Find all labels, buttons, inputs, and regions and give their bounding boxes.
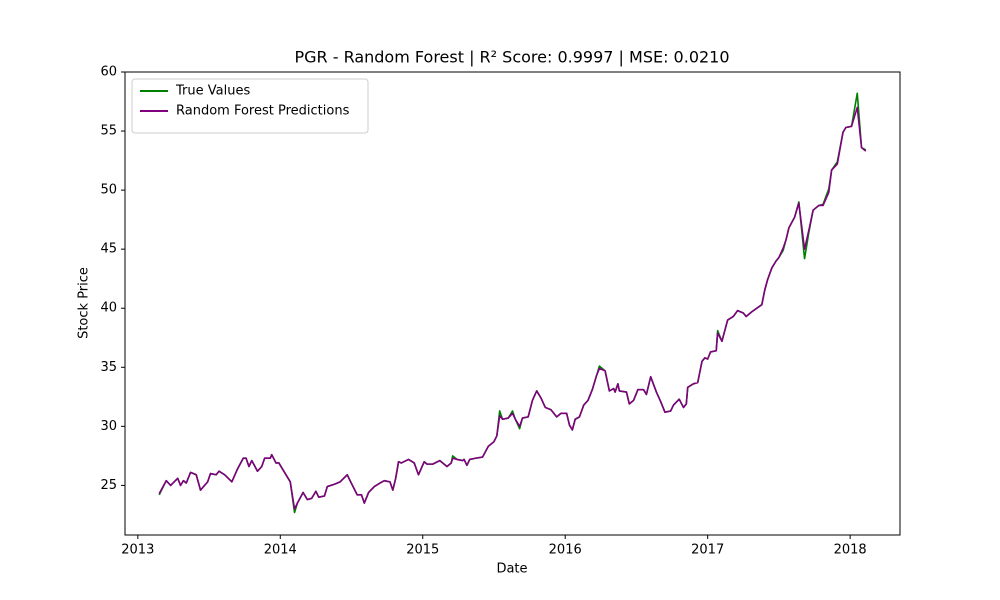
x-tick-label: 2016 [549,543,582,558]
x-tick-label: 2013 [121,543,154,558]
y-tick-label: 30 [100,419,117,434]
y-tick-label: 35 [100,360,117,375]
y-tick-label: 55 [100,124,117,139]
legend: True Values Random Forest Predictions [131,78,369,134]
y-axis-label: Stock Price [77,267,92,339]
legend-box [131,78,369,134]
x-tick-label: 2015 [406,543,439,558]
chart-title: PGR - Random Forest | R² Score: 0.9997 |… [294,48,729,67]
plot-frame [124,71,901,536]
data-line [158,106,867,510]
data-line [158,92,867,514]
y-tick-label: 45 [100,242,117,257]
y-tick-label: 50 [100,183,117,198]
y-tick-label: 25 [100,478,117,493]
legend-label: True Values [175,84,250,99]
legend-label: Random Forest Predictions [176,104,350,119]
x-tick-label: 2017 [691,543,724,558]
y-tick-label: 60 [100,65,117,80]
x-axis-label: Date [496,562,527,577]
x-tick-label: 2014 [264,543,297,558]
y-tick-label: 40 [100,301,117,316]
x-tick-label: 2018 [834,543,867,558]
